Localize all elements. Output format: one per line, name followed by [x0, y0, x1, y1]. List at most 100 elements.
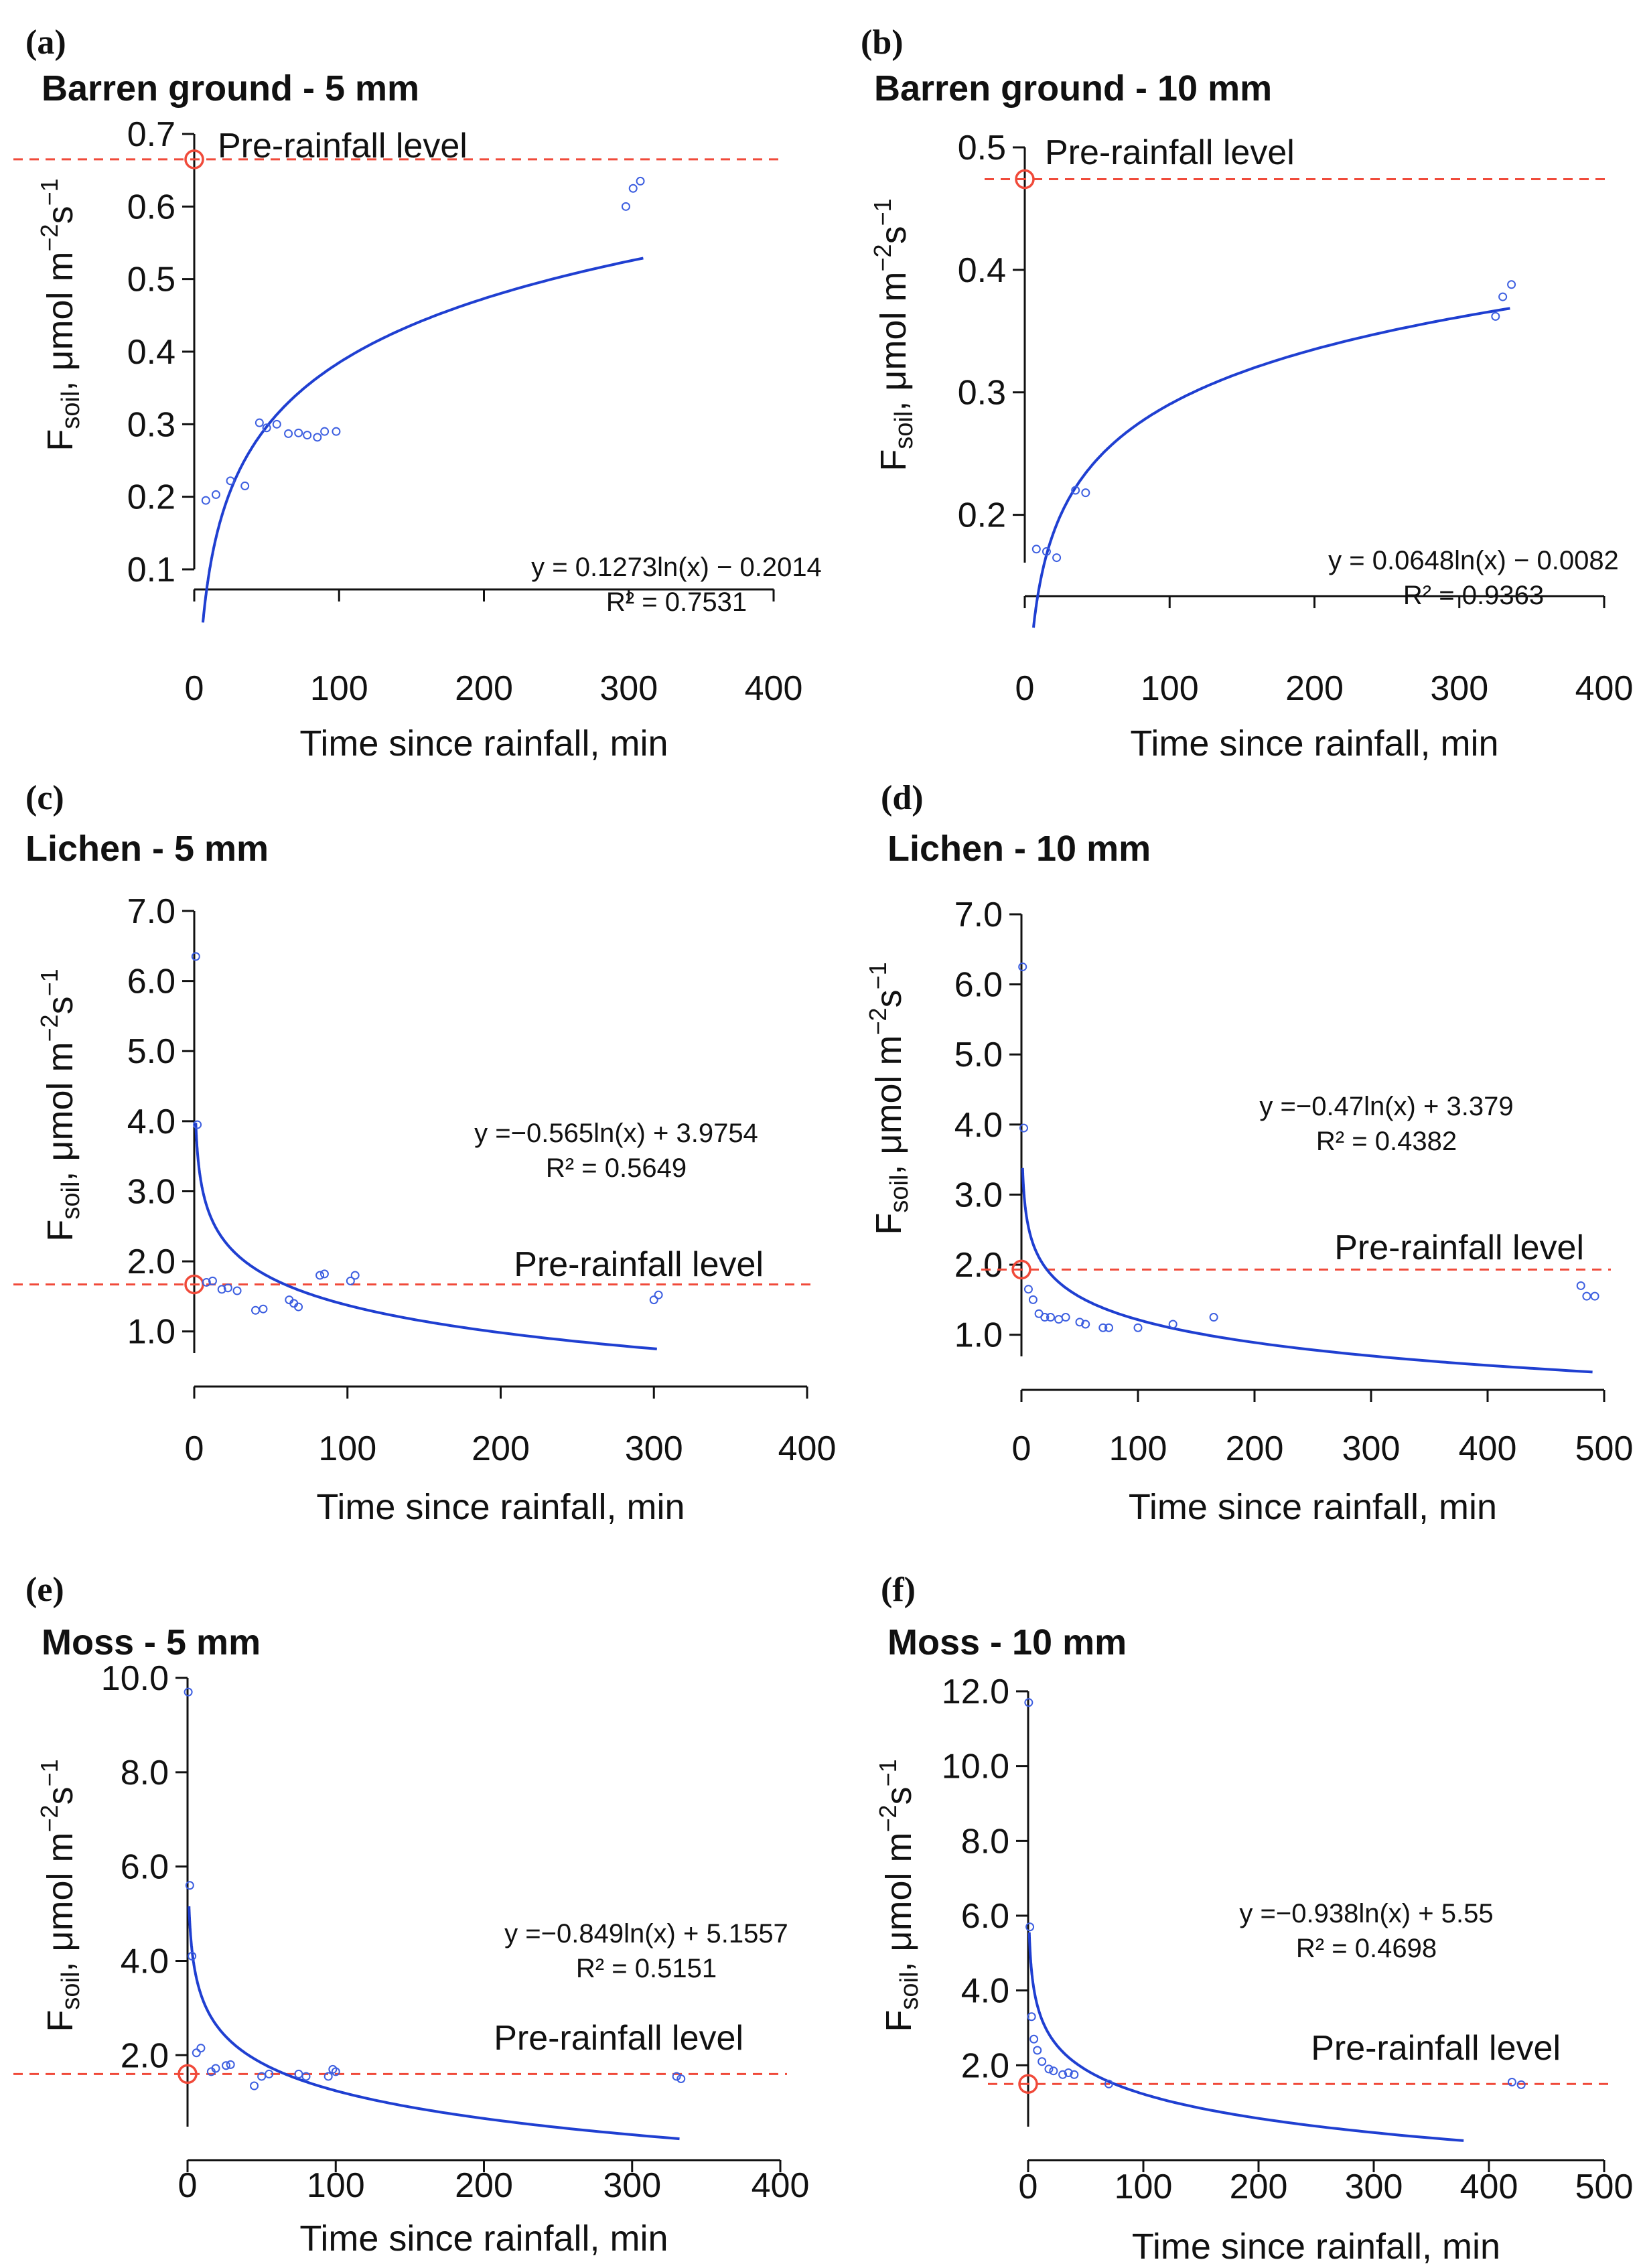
- x-axis-title: Time since rainfall, min: [1132, 2226, 1500, 2267]
- data-point: [223, 1283, 232, 1293]
- x-tick-label: 500: [1575, 2168, 1634, 2206]
- y-tick-label: 1.0: [127, 1313, 175, 1352]
- y-tick-label: 7.0: [127, 892, 175, 931]
- fit-r-squared: R² = 0.9363: [1403, 581, 1544, 610]
- data-point: [1038, 2057, 1047, 2066]
- data-point: [208, 1276, 217, 1285]
- fit-equation: y =−0.849ln(x) + 5.1557: [504, 1919, 788, 1948]
- pre-rainfall-label: Pre-rainfall level: [1334, 1228, 1584, 1267]
- y-tick-label: 0.5: [127, 261, 175, 299]
- y-tick-label: 0.6: [127, 188, 175, 226]
- x-tick-label: 0: [178, 2166, 198, 2205]
- data-point: [226, 2060, 235, 2069]
- panel-f: (f) Moss - 10 mm 2.0 4.0 6.0 8.0 10.0 12.0 0 100 2…: [874, 1571, 1633, 2267]
- x-axis-title: Time since rainfall, min: [1130, 723, 1498, 764]
- y-tick-label: 2.0: [954, 1246, 1003, 1285]
- data-point: [1491, 311, 1500, 321]
- data-point: [250, 2081, 259, 2090]
- data-point: [1081, 488, 1090, 498]
- data-point: [257, 2072, 267, 2081]
- data-point: [636, 176, 645, 186]
- data-point: [284, 429, 293, 438]
- y-tick-label: 6.0: [954, 966, 1003, 1005]
- x-tick-label: 500: [1575, 1429, 1634, 1468]
- data-point: [350, 1271, 360, 1280]
- data-point: [1054, 1315, 1064, 1324]
- x-tick-label: 200: [1230, 2168, 1288, 2206]
- fit-r-squared: R² = 0.7531: [606, 587, 747, 617]
- data-point: [232, 1286, 242, 1295]
- data-point: [1582, 1291, 1591, 1301]
- data-point: [1081, 1320, 1090, 1329]
- fit-equation: y =−0.565ln(x) + 3.9754: [474, 1119, 758, 1148]
- panel-e: (e) Moss - 5 mm 2.0 4.0 6.0 8.0 10.0 0 100 200 300…: [13, 1571, 809, 2259]
- x-tick-label: 400: [778, 1429, 837, 1468]
- panel-letter: (d): [881, 779, 924, 817]
- data-point: [1052, 553, 1062, 563]
- data-point: [1027, 2012, 1036, 2022]
- data-point: [1507, 280, 1516, 289]
- x-tick-label: 300: [625, 1429, 683, 1468]
- y-tick-label: 4.0: [121, 1942, 169, 1981]
- data-point: [1133, 1323, 1143, 1332]
- data-point: [1209, 1313, 1218, 1322]
- data-point: [1029, 2034, 1039, 2044]
- pre-rainfall-marker: [1015, 169, 1035, 190]
- data-point: [272, 419, 281, 429]
- x-tick-label: 400: [745, 669, 803, 708]
- data-point: [188, 1951, 197, 1961]
- x-tick-label: 0: [1015, 669, 1035, 708]
- x-tick-label: 300: [599, 669, 658, 708]
- y-tick-label: 0.2: [127, 478, 175, 517]
- y-axis-title: Fsoil, μmol m−2s−1: [35, 969, 85, 1241]
- data-point: [1058, 2070, 1068, 2079]
- data-point: [294, 1302, 303, 1312]
- y-axis-title: Fsoil, μmol m−2s−1: [35, 178, 85, 451]
- data-point: [192, 2048, 201, 2058]
- y-tick-label: 3.0: [954, 1176, 1003, 1214]
- fit-curve: [1021, 1167, 1593, 1374]
- y-tick-label: 6.0: [961, 1897, 1009, 1936]
- data-point: [1042, 547, 1051, 556]
- fit-equation: y =−0.938ln(x) + 5.55: [1239, 1899, 1493, 1928]
- data-point: [1104, 1323, 1113, 1332]
- data-point: [1168, 1320, 1177, 1329]
- x-tick-label: 300: [1430, 669, 1488, 708]
- data-point: [202, 1277, 211, 1287]
- data-point: [259, 1304, 268, 1314]
- x-tick-label: 200: [1226, 1429, 1284, 1468]
- data-point: [654, 1290, 663, 1299]
- panel-a: (a) Barren ground - 5 mm 0.1 0.2 0.3 0.4 0.5 0.…: [13, 23, 822, 764]
- y-tick-label: 0.4: [958, 251, 1006, 290]
- x-tick-label: 300: [1345, 2168, 1403, 2206]
- y-tick-label: 0.3: [958, 374, 1006, 413]
- data-point: [1040, 1313, 1050, 1322]
- fit-equation: y = 0.0648ln(x) − 0.0082: [1328, 546, 1619, 575]
- data-point: [1498, 292, 1508, 301]
- y-tick-label: 5.0: [954, 1036, 1003, 1074]
- pre-rainfall-marker: [177, 2064, 198, 2084]
- x-tick-label: 400: [1459, 1429, 1517, 1468]
- x-tick-label: 300: [603, 2166, 661, 2205]
- data-point: [294, 2069, 303, 2078]
- y-axis-title: Fsoil, μmol m−2s−1: [35, 1759, 85, 2032]
- y-tick-label: 0.2: [958, 496, 1006, 535]
- data-point: [251, 1305, 260, 1315]
- y-tick-label: 6.0: [121, 1848, 169, 1887]
- x-tick-label: 400: [752, 2166, 810, 2205]
- x-axis-title: Time since rainfall, min: [299, 723, 668, 764]
- data-point: [265, 2069, 274, 2078]
- x-tick-label: 400: [1460, 2168, 1518, 2206]
- data-point: [315, 1271, 325, 1280]
- fit-r-squared: R² = 0.5151: [576, 1954, 717, 1983]
- fit-equation: y =−0.47ln(x) + 3.379: [1259, 1092, 1513, 1121]
- y-tick-label: 0.4: [127, 333, 175, 372]
- x-tick-label: 100: [310, 669, 368, 708]
- data-point: [1049, 2066, 1058, 2076]
- y-tick-label: 3.0: [127, 1172, 175, 1211]
- data-point: [676, 2074, 686, 2083]
- fit-r-squared: R² = 0.4698: [1296, 1934, 1437, 1963]
- data-point: [1031, 545, 1041, 554]
- x-tick-label: 0: [185, 1429, 204, 1468]
